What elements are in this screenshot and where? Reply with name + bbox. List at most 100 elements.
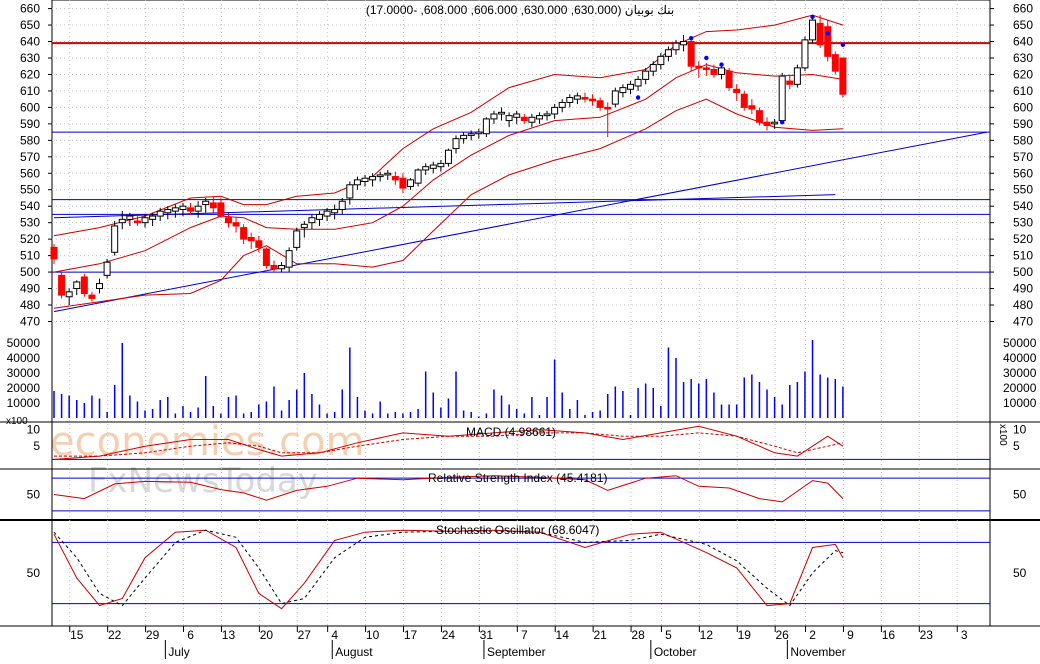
candle-down	[687, 41, 695, 67]
x-day-label: 13	[222, 628, 236, 642]
candle-up	[407, 179, 415, 187]
x-day-label: 26	[776, 628, 790, 642]
candle-up	[65, 291, 73, 298]
x-day-label: 22	[108, 628, 122, 642]
price-tick-label-left: 480	[20, 298, 40, 312]
macd-signal-line	[54, 432, 844, 457]
x-day-label: 2	[809, 628, 816, 642]
candle-up	[384, 172, 392, 176]
macd-tick-label-left: 5	[33, 439, 40, 453]
price-tick-label-right: 570	[1013, 150, 1033, 164]
volume-tick-label-right: 20000	[1003, 381, 1037, 395]
candle-up	[543, 113, 551, 117]
candle-up	[293, 230, 301, 248]
candle-down	[209, 202, 217, 209]
rsi-title: Relative Strength Index (45.4181)	[428, 471, 607, 485]
candle-down	[604, 106, 612, 110]
candle-up	[482, 118, 490, 135]
candle-up	[300, 223, 308, 229]
candle-up	[141, 217, 149, 224]
candle-down	[232, 222, 240, 227]
candle-down	[763, 121, 771, 127]
x-day-label: 19	[738, 628, 752, 642]
sar-dot	[825, 31, 830, 36]
sar-dot	[810, 14, 815, 20]
rsi-tick-label-left: 50	[27, 488, 41, 502]
chart-title: بنك بوبيان (630.000, 630.000, 606.000, 6…	[366, 3, 674, 17]
volume-tick-label-right: 50000	[1003, 336, 1037, 350]
candle-up	[331, 208, 339, 214]
candle-down	[520, 116, 528, 122]
candle-up	[361, 177, 369, 182]
price-tick-label-left: 540	[20, 199, 40, 213]
stochastic-tick-label-right: 50	[1013, 566, 1027, 580]
candle-down	[596, 100, 604, 108]
candle-up	[194, 205, 202, 212]
candle-down	[391, 176, 399, 181]
rsi-tick-label-right: 50	[1013, 488, 1027, 502]
volume-tick-label-right: 10000	[1003, 396, 1037, 410]
candle-down	[399, 177, 407, 189]
candle-down	[702, 67, 710, 71]
price-tick-label-right: 520	[1013, 232, 1033, 246]
x-day-label: 28	[631, 628, 645, 642]
price-tick-label-left: 620	[20, 67, 40, 81]
stochastic-title: Stochastic Oscillator (68.6047)	[436, 523, 599, 537]
sar-dot	[779, 120, 785, 125]
candle-down	[725, 70, 733, 89]
x-month-label: October	[654, 645, 697, 659]
price-tick-label-left: 560	[20, 166, 40, 180]
candle-down	[133, 220, 141, 224]
price-tick-label-right: 490	[1013, 282, 1033, 296]
sar-dot	[635, 95, 641, 100]
price-tick-label-left: 640	[20, 35, 40, 49]
candle-up	[202, 200, 210, 206]
candle-up	[429, 164, 437, 169]
x-month-label: September	[487, 645, 546, 659]
candle-down	[733, 88, 741, 94]
candle-down	[710, 69, 718, 75]
candle-up	[680, 41, 688, 46]
price-tick-label-right: 630	[1013, 51, 1033, 65]
bollinger-lower-band	[53, 98, 843, 309]
candle-up	[611, 90, 619, 105]
volume-tick-label-right: 40000	[1003, 351, 1037, 365]
candle-up	[626, 83, 634, 90]
x-day-label: 10	[366, 628, 380, 642]
price-tick-label-right: 550	[1013, 183, 1033, 197]
sar-dot	[688, 36, 694, 41]
candle-down	[740, 93, 748, 108]
candle-down	[50, 246, 58, 260]
candle-up	[657, 55, 665, 66]
x-day-label: 4	[331, 628, 338, 642]
price-tick-label-left: 650	[20, 18, 40, 32]
bollinger-middle-band	[53, 64, 843, 273]
candle-up	[771, 121, 779, 125]
candle-down	[581, 97, 589, 100]
price-tick-label-left: 660	[20, 2, 40, 16]
price-tick-label-right: 620	[1013, 67, 1033, 81]
price-tick-label-right: 530	[1013, 216, 1033, 230]
watermark-fxnewstoday: FxNewsToday	[88, 461, 318, 501]
candle-up	[285, 250, 293, 268]
x-day-label: 20	[260, 628, 274, 642]
candle-up	[179, 205, 187, 210]
x-day-label: 17	[404, 628, 418, 642]
stochastic-k-line	[53, 529, 844, 610]
price-tick-label-right: 660	[1013, 2, 1033, 16]
volume-tick-label-left: 20000	[7, 381, 41, 395]
candle-down	[755, 110, 763, 123]
x-day-label: 31	[480, 628, 494, 642]
price-tick-label-right: 580	[1013, 133, 1033, 147]
x-day-label: 29	[146, 628, 160, 642]
candle-up	[619, 87, 627, 94]
x-day-label: 3	[961, 628, 968, 642]
candle-up	[103, 261, 111, 276]
price-tick-label-right: 650	[1013, 18, 1033, 32]
candle-down	[831, 54, 839, 72]
candle-down	[88, 294, 96, 299]
macd-title: MACD (4.98661)	[466, 425, 556, 439]
bollinger-upper-band	[53, 14, 844, 237]
x-day-label: 15	[70, 628, 84, 642]
